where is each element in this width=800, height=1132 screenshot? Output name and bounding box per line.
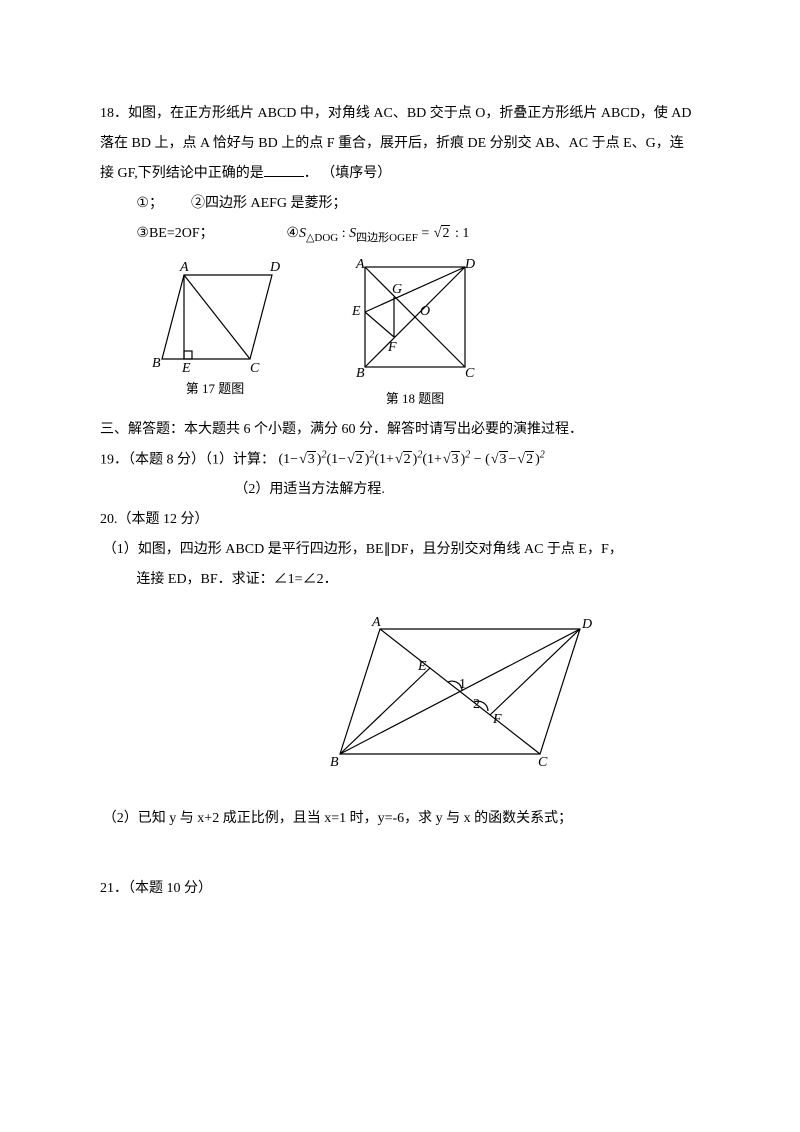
svg-text:B: B: [152, 356, 161, 371]
svg-text:A: A: [355, 257, 365, 272]
svg-text:A: A: [371, 615, 381, 630]
q18-opt3: ③BE=2OF；: [136, 220, 286, 248]
figure-18-svg: A D B C E G F O: [340, 257, 490, 387]
svg-text:F: F: [492, 712, 502, 727]
figure-18: A D B C E G F O 第 18 题图: [340, 257, 490, 410]
svg-text:B: B: [356, 366, 365, 381]
q18-option-row2: ③BE=2OF； ④S△DOG : S四边形OGEF = 2 : 1: [100, 220, 700, 249]
svg-text:D: D: [464, 257, 475, 272]
q19-line1: 19．（本题 8 分）（1）计算： (1−3)2(1−2)2(1+2)2(1+3…: [100, 446, 700, 475]
svg-text:C: C: [250, 361, 260, 376]
answer-blank[interactable]: [264, 176, 304, 177]
q20-part2: （2）已知 y 与 x+2 成正比例，且当 x=1 时，y=-6，求 y 与 x…: [100, 805, 700, 833]
svg-text:E: E: [417, 659, 427, 674]
q19-expression: (1−3)2(1−2)2(1+2)2(1+3)2 − (3−2)2: [279, 452, 545, 467]
figure-18-caption: 第 18 题图: [386, 389, 445, 410]
q19-part2: （2）用适当方法解方程.: [234, 482, 385, 497]
q19-line2: （2）用适当方法解方程.: [100, 476, 700, 504]
q18-line1: 18．如图，在正方形纸片 ABCD 中，对角线 AC、BD 交于点 O，折叠正方…: [100, 100, 700, 128]
q18-option-row1: ①； ②四边形 AEFG 是菱形；: [100, 190, 700, 218]
figure-17-svg: A D B C E: [140, 257, 290, 377]
svg-text:E: E: [351, 304, 361, 319]
figure-row: A D B C E 第 17 题图: [100, 257, 700, 410]
svg-text:D: D: [269, 260, 280, 275]
q18-text3a: 接 GF,下列结论中正确的是: [100, 166, 264, 181]
q18-line3: 接 GF,下列结论中正确的是 ． （填序号）: [100, 160, 700, 188]
figure-17: A D B C E 第 17 题图: [140, 257, 290, 410]
svg-text:C: C: [538, 755, 548, 770]
svg-text:F: F: [387, 340, 397, 355]
svg-text:A: A: [179, 260, 189, 275]
q20-figure-svg: A D B C E F 1 2: [320, 614, 600, 774]
svg-text:D: D: [581, 617, 592, 632]
svg-text:O: O: [420, 304, 430, 319]
q19-text: 19．（本题 8 分）（1）计算：: [100, 452, 275, 467]
q18-opt4: ④S△DOG : S四边形OGEF = 2 : 1: [286, 220, 469, 249]
q20-figure: A D B C E F 1 2: [320, 614, 700, 785]
q18-opt1: ①；: [136, 196, 163, 211]
q20-part1a: （1）如图，四边形 ABCD 是平行四边形，BE∥DF，且分别交对角线 AC 于…: [100, 536, 700, 564]
svg-text:2: 2: [473, 697, 480, 712]
q18-text3b: ． （填序号）: [304, 166, 392, 181]
svg-text:1: 1: [459, 677, 466, 692]
q18-num: 18．: [100, 106, 128, 121]
svg-text:E: E: [181, 361, 191, 376]
figure-17-caption: 第 17 题图: [186, 379, 245, 400]
q18-opt2: ②四边形 AEFG 是菱形；: [191, 196, 347, 211]
q18-text1: 如图，在正方形纸片 ABCD 中，对角线 AC、BD 交于点 O，折叠正方形纸片…: [128, 106, 692, 121]
section-3-heading: 三、解答题：本大题共 6 个小题，满分 60 分．解答时请写出必要的演推过程．: [100, 416, 700, 444]
q21: 21．（本题 10 分）: [100, 875, 700, 903]
svg-text:B: B: [330, 755, 339, 770]
q20-part1b: 连接 ED，BF．求证：∠1=∠2．: [100, 566, 700, 594]
svg-text:G: G: [392, 282, 402, 297]
q18-line2: 落在 BD 上，点 A 恰好与 BD 上的点 F 重合，展开后，折痕 DE 分别…: [100, 130, 700, 158]
svg-text:C: C: [465, 366, 475, 381]
q20-head: 20.（本题 12 分）: [100, 506, 700, 534]
